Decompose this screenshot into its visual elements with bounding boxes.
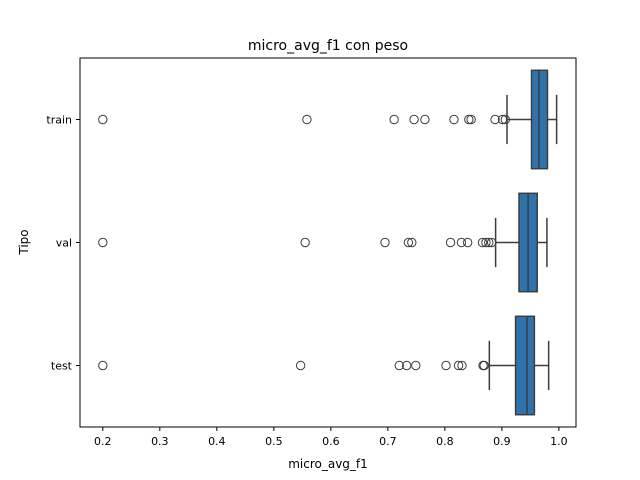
outlier-train-2 <box>389 114 399 125</box>
outlier-test-2 <box>394 360 404 371</box>
outlier-test-0 <box>98 360 108 371</box>
x-axis: 0.2 0.3 0.4 0.5 0.6 0.7 0.8 0.9 1.0 <box>94 427 568 448</box>
y-axis: train val test <box>46 114 80 373</box>
outlier-train-6 <box>464 114 474 125</box>
box-group-val <box>98 192 548 293</box>
outlier-val-9 <box>481 237 491 248</box>
x-tick-label-2: 0.4 <box>208 435 226 448</box>
x-axis-label: micro_avg_f1 <box>288 457 368 471</box>
outlier-test-7 <box>457 360 467 371</box>
outlier-train-8 <box>490 114 500 125</box>
x-tick-label-0: 0.2 <box>94 435 112 448</box>
box-group-train <box>98 69 558 170</box>
outlier-val-4 <box>407 237 417 248</box>
outlier-val-1 <box>300 237 310 248</box>
outlier-val-3 <box>403 237 414 248</box>
x-tick-label-6: 0.8 <box>436 435 454 448</box>
chart-title: micro_avg_f1 con peso <box>248 38 408 54</box>
outlier-test-1 <box>295 360 306 371</box>
outlier-train-5 <box>449 114 459 125</box>
outlier-train-7 <box>466 114 476 125</box>
y-tick-label-train: train <box>46 114 72 127</box>
x-tick-label-8: 1.0 <box>550 435 568 448</box>
y-tick-label-test: test <box>51 360 73 373</box>
outlier-val-10 <box>484 237 494 248</box>
y-tick-label-val: val <box>56 237 72 250</box>
outlier-test-5 <box>441 360 451 371</box>
outlier-val-0 <box>98 237 108 248</box>
x-tick-label-7: 0.9 <box>493 435 511 448</box>
box-test <box>514 315 536 416</box>
outlier-train-10 <box>500 114 511 125</box>
x-tick-label-4: 0.6 <box>322 435 340 448</box>
x-tick-label-3: 0.5 <box>265 435 283 448</box>
y-axis-label: Tipo <box>17 229 31 255</box>
outlier-val-2 <box>380 237 390 248</box>
outlier-val-8 <box>477 237 488 248</box>
outlier-test-3 <box>401 360 412 371</box>
outlier-train-1 <box>302 114 312 125</box>
plot-area <box>98 69 558 416</box>
outlier-test-6 <box>453 360 464 371</box>
box-group-test <box>98 315 550 416</box>
outlier-train-4 <box>420 114 430 125</box>
outlier-val-6 <box>456 237 467 248</box>
outlier-val-7 <box>462 237 473 248</box>
outlier-test-9 <box>479 360 489 371</box>
outlier-train-0 <box>98 114 108 125</box>
x-tick-label-1: 0.3 <box>151 435 169 448</box>
outlier-train-3 <box>409 114 419 125</box>
x-tick-label-5: 0.7 <box>379 435 397 448</box>
outlier-val-11 <box>486 237 497 248</box>
outlier-val-5 <box>445 237 456 248</box>
outlier-train-9 <box>497 114 508 125</box>
outlier-test-4 <box>411 360 421 371</box>
